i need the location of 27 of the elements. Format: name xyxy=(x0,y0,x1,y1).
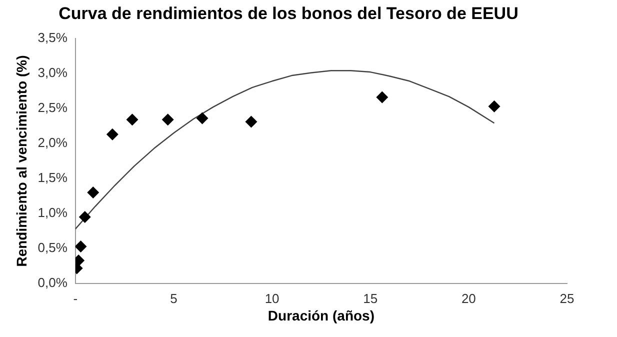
y-tick-label: 0,0% xyxy=(38,275,68,290)
x-tick-label: 20 xyxy=(461,290,476,306)
x-tick-label: 15 xyxy=(363,290,378,306)
point xyxy=(75,240,87,252)
x-axis-title: Duración (años) xyxy=(268,307,375,324)
y-tick-label: 3,0% xyxy=(38,65,68,80)
point xyxy=(106,128,118,140)
point xyxy=(87,186,100,199)
y-tick-label: 1,5% xyxy=(38,170,68,186)
point xyxy=(376,91,388,104)
point xyxy=(196,112,208,124)
y-tick-label: 0,5% xyxy=(38,240,68,256)
x-tick-label: 10 xyxy=(264,290,280,306)
chart-title: Curva de rendimientos de los bonos del Tesoro de EEUU xyxy=(58,4,518,23)
point xyxy=(488,100,500,112)
point xyxy=(78,211,91,224)
point xyxy=(126,114,138,126)
y-tick-label: 3,5% xyxy=(38,30,68,45)
y-axis-title: Rendimiento al vencimiento (%) xyxy=(13,55,30,267)
y-tick-label: 2,5% xyxy=(38,100,68,116)
point xyxy=(162,114,174,126)
x-tick-label: 5 xyxy=(170,290,178,306)
y-tick-label: 1,0% xyxy=(38,205,68,220)
point xyxy=(245,116,258,128)
x-tick-label: - xyxy=(73,290,78,306)
x-tick-label: 25 xyxy=(560,290,574,306)
y-tick-label: 2,0% xyxy=(38,135,68,150)
